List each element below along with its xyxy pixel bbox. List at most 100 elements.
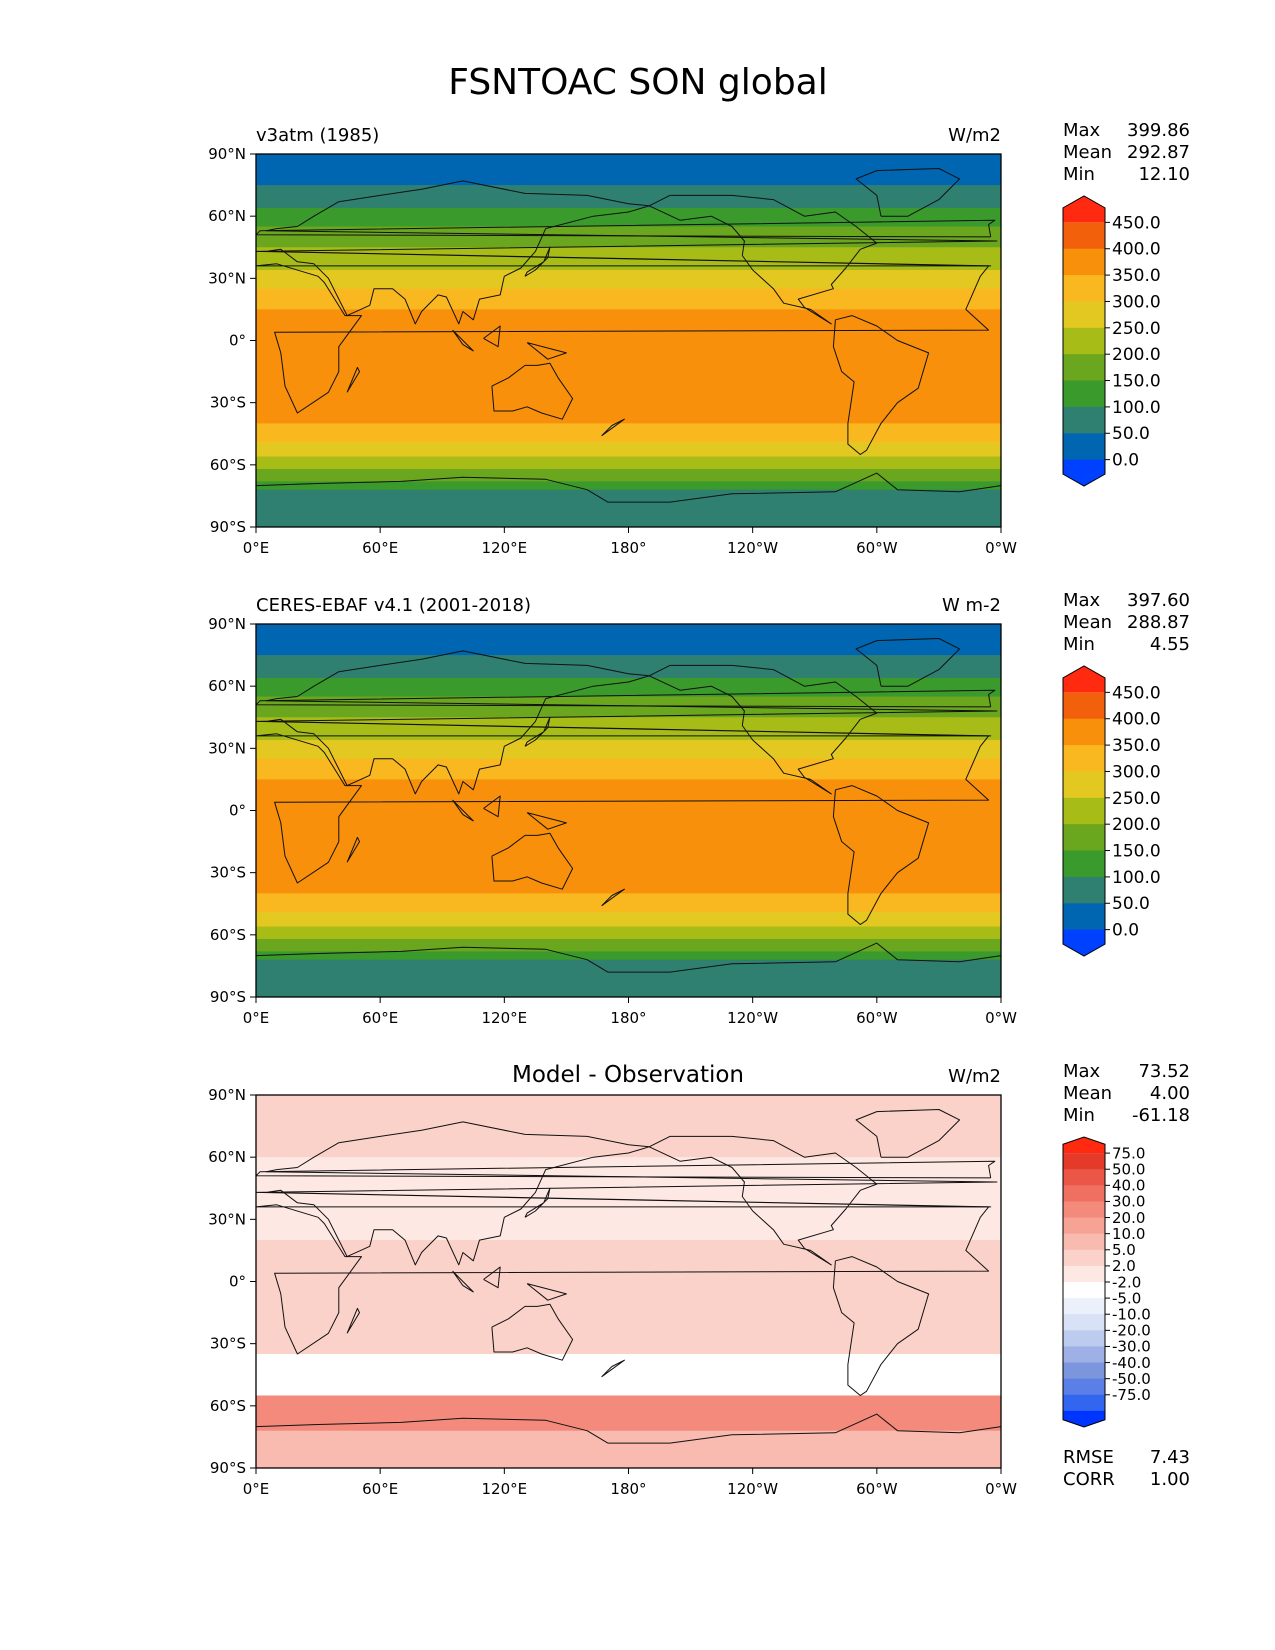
coastline-segment: [832, 315, 930, 455]
coastline-segment: [524, 1187, 551, 1218]
coastlines: [255, 638, 1002, 973]
colorbar-label: -40.0: [1112, 1354, 1151, 1372]
zonal-band: [256, 893, 1001, 913]
zonal-band: [256, 624, 1001, 656]
coastline-segment: [255, 1204, 990, 1355]
lat-tick-label: 60°S: [210, 1397, 246, 1415]
colorbar-segment: [1063, 876, 1105, 904]
colorbar-segment: [1063, 1314, 1105, 1331]
colorbar-segment: [1063, 745, 1105, 772]
zonal-band: [256, 1240, 1001, 1355]
coastline-segment: [483, 1266, 501, 1289]
lon-tick-label: 60°W: [856, 539, 898, 557]
stat-label: Mean: [1063, 1083, 1112, 1104]
axis-ticks: 90°N 60°N 30°N 0° 30°S 60°S 90°S 0°E 60°E 120°E 18…: [208, 145, 1017, 557]
stat-value: 7.43: [1150, 1447, 1190, 1468]
stat-value: 288.87: [1127, 612, 1190, 633]
panel-center-title: Model - Observation: [512, 1062, 744, 1088]
coastline-segment: [255, 733, 990, 884]
zonal-band: [256, 912, 1001, 928]
coastline-segment: [601, 1359, 625, 1378]
lon-tick-label: 120°E: [482, 1009, 528, 1027]
stat-label: Mean: [1063, 142, 1112, 163]
colorbar-segment: [1063, 1394, 1105, 1412]
zonal-band: [256, 270, 1001, 290]
lat-tick-label: 60°N: [208, 677, 246, 695]
lon-tick-label: 0°W: [985, 1480, 1017, 1498]
coastline-segment: [452, 1270, 474, 1293]
lon-tick-label: 60°E: [362, 1480, 398, 1498]
colorbar-label: -50.0: [1112, 1370, 1151, 1388]
colorbar-label: 2.0: [1112, 1257, 1136, 1275]
zonal-band: [256, 758, 1001, 781]
lat-tick-label: 90°N: [208, 1086, 246, 1104]
coastlines: [255, 1109, 1002, 1444]
coastline-segment: [255, 263, 990, 414]
colorbar-label: -30.0: [1112, 1338, 1151, 1356]
colorbar-segment: [1063, 1410, 1105, 1427]
colorbar-segment: [1063, 1362, 1105, 1380]
zonal-band: [256, 938, 1001, 953]
colorbar-segment: [1063, 327, 1105, 355]
stats-block: Max 397.60 Mean 288.87 Min 4.55: [1063, 590, 1190, 655]
coastline-segment: [255, 1413, 1002, 1444]
coastlines: [255, 168, 1002, 503]
lat-tick-label: 90°S: [210, 1459, 246, 1477]
colorbar-segment: [1063, 459, 1105, 486]
colorbar-label: 10.0: [1112, 1225, 1145, 1243]
stat-value: -61.18: [1132, 1105, 1190, 1126]
coastline-segment: [855, 168, 961, 217]
colorbar-segment: [1063, 1169, 1105, 1186]
coastline-segment: [346, 1307, 360, 1334]
lat-tick-label: 30°N: [208, 1210, 246, 1228]
coastline-segment: [255, 1160, 996, 1179]
lon-tick-label: 0°E: [243, 539, 270, 557]
colorbar-label: 20.0: [1112, 1209, 1145, 1227]
colorbar-segment: [1063, 248, 1105, 276]
colorbar-label: 450.0: [1112, 213, 1161, 233]
coastline-segment: [601, 888, 625, 907]
lat-tick-label: 90°N: [208, 145, 246, 163]
stat-value: 292.87: [1127, 142, 1190, 163]
coastline-segment: [832, 1256, 930, 1396]
colorbar: 450.0 400.0 350.0 300.0 250.0 200.0 150.0 100.0…: [1062, 195, 1161, 487]
zonal-band: [256, 959, 1001, 997]
lon-tick-label: 0°E: [243, 1480, 270, 1498]
coastline-segment: [855, 638, 961, 687]
panel-model: v3atm (1985) W/m2 90°N 60°N 30°N 0° 30°S 60°S…: [208, 125, 1017, 557]
stat-label: Max: [1063, 1061, 1101, 1082]
coastline-segment: [491, 1303, 574, 1361]
lat-tick-label: 30°N: [208, 269, 246, 287]
zonal-band: [256, 489, 1001, 527]
lon-tick-label: 120°W: [727, 1480, 778, 1498]
colorbar-label: 400.0: [1112, 710, 1161, 730]
colorbar: 450.0 400.0 350.0 300.0 250.0 200.0 150.0 100.0…: [1062, 665, 1161, 957]
colorbar-label: 5.0: [1112, 1241, 1136, 1259]
zonal-band: [256, 468, 1001, 483]
colorbar-segment: [1063, 666, 1105, 693]
coastline-segment: [648, 1135, 878, 1266]
coastline-segment: [648, 664, 878, 795]
lat-tick-label: 0°: [229, 332, 246, 350]
coastline-segment: [255, 1121, 998, 1266]
coastline-segment: [524, 246, 551, 277]
colorbar-label: -2.0: [1112, 1273, 1141, 1291]
zonal-band: [256, 1157, 1001, 1241]
zonal-band: [256, 1395, 1001, 1432]
colorbar-segment: [1063, 929, 1105, 956]
colorbar-segment: [1063, 406, 1105, 434]
coastline-segment: [491, 832, 574, 890]
colorbar-segment: [1063, 1137, 1105, 1154]
colorbar-segment: [1063, 797, 1105, 825]
stat-value: 399.86: [1127, 120, 1190, 141]
coastline-segment: [526, 812, 567, 830]
stat-label: CORR: [1063, 1469, 1115, 1490]
colorbar-label: 50.0: [1112, 424, 1150, 444]
coastline-segment: [255, 689, 996, 708]
zonal-band: [256, 1430, 1001, 1468]
footer-stats: RMSE 7.43 CORR 1.00: [1063, 1447, 1190, 1490]
coastline-segment: [526, 342, 567, 360]
colorbar-outline: [1062, 195, 1106, 487]
axis-ticks: 90°N 60°N 30°N 0° 30°S 60°S 90°S 0°E 60°E 120°E 18…: [208, 615, 1017, 1027]
stat-label: Min: [1063, 634, 1095, 655]
